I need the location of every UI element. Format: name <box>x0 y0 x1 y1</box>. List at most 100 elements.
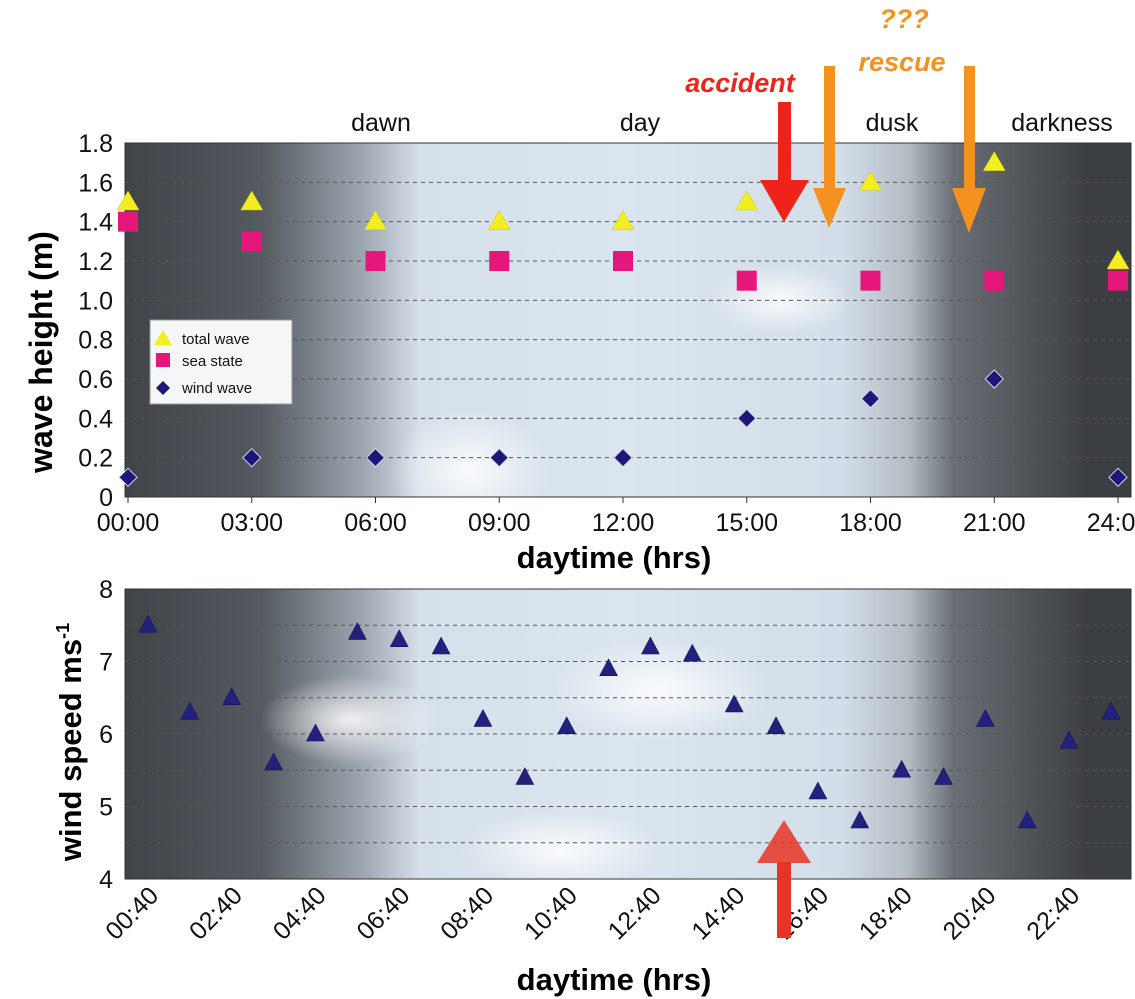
wind-speed-point <box>473 708 493 727</box>
sea-state-point <box>365 251 386 271</box>
wind-y-ticks: 4 5 6 7 8 <box>99 576 113 894</box>
phase-label-darkness: darkness <box>1011 109 1112 137</box>
wind-y-tick-label: 6 <box>99 721 113 749</box>
wave-x-tick-label: 18:00 <box>839 509 902 537</box>
legend-wind-wave-label: wind wave <box>181 380 252 397</box>
wind-speed-point <box>138 614 158 633</box>
wave-legend: total wave sea state wind wave <box>149 319 293 405</box>
rescue-arrow-1 <box>813 66 846 228</box>
wind-x-tick-label: 06:40 <box>351 881 415 945</box>
wind-y-tick-label: 5 <box>99 794 113 822</box>
sea-state-point <box>613 251 633 271</box>
wind-wave-point <box>1108 467 1128 488</box>
wave-y-tick-label: 0.8 <box>78 327 113 355</box>
wind-speed-point <box>431 636 451 655</box>
sea-state-point <box>860 270 881 291</box>
wind-y-tick-label: 8 <box>99 576 113 604</box>
wind-wave-point <box>613 447 633 468</box>
accident-time-arrow <box>757 820 811 938</box>
sea-state-point <box>1108 270 1128 291</box>
rescue-arrow-2 <box>952 66 986 233</box>
wave-y-tick-label: 1.0 <box>78 287 113 315</box>
wave-y-tick-label: 1.2 <box>78 248 113 276</box>
wind-speed-point <box>766 716 786 734</box>
wave-y-tick-label: 0 <box>99 484 113 512</box>
sea-state-point <box>489 251 510 271</box>
total-wave-point <box>240 190 264 211</box>
wind-speed-point <box>934 766 953 785</box>
wind-wave-point <box>489 447 509 468</box>
legend-total-wave-label: total wave <box>182 331 250 348</box>
wave-x-tick-label: 21:00 <box>963 509 1026 537</box>
total-wave-point <box>116 190 140 211</box>
wind-speed-point <box>975 708 995 727</box>
wave-y-axis-title: wave height (m) <box>23 231 59 474</box>
wind-speed-point <box>1101 701 1121 720</box>
wave-y-tick-label: 1.4 <box>78 209 113 237</box>
legend-wind-wave-marker <box>156 381 170 395</box>
wind-speed-point <box>306 723 325 742</box>
rescue-label: rescue <box>858 47 945 77</box>
wave-x-tick-label: 00:00 <box>97 509 160 537</box>
wind-speed-point <box>180 701 200 720</box>
wave-y-tick-label: 0.6 <box>78 366 113 394</box>
cloud <box>260 675 440 765</box>
wave-x-tick-label: 15:00 <box>715 509 778 537</box>
total-wave-point <box>982 151 1006 171</box>
wave-height-chart: 00.20.40.60.81.01.21.41.61.8 00:00 03:00 0… <box>23 4 1135 575</box>
wave-plot-frame <box>124 142 1132 498</box>
total-wave-point <box>1106 249 1130 270</box>
wind-wave-point <box>118 467 138 488</box>
wind-x-tick-label: 10:40 <box>519 881 583 945</box>
wave-x-tick-label: 06:00 <box>344 509 407 537</box>
wind-x-ticks: 00:40 02:40 04:40 06:40 08:40 10:40 12:40 14:40… <box>100 881 1085 945</box>
wave-y-tick-label: 1.6 <box>78 169 113 197</box>
cloud <box>390 410 550 530</box>
wind-x-tick-label: 08:40 <box>435 881 499 945</box>
wave-y-ticks: 0 0.2 0.4 0.6 0.8 1.0 1.2 1.4 1.6 1.8 <box>78 130 113 512</box>
wind-marks <box>138 614 1121 829</box>
wind-plot-frame <box>124 588 1132 880</box>
sea-state-point <box>736 270 757 291</box>
accident-label: accident <box>685 68 796 98</box>
wave-x-tick-label: 09:00 <box>468 509 531 537</box>
wave-x-ticks: 00:00 03:00 06:00 09:00 12:00 15:00 18:00 21:00… <box>97 497 1135 537</box>
wave-y-tick-label: 1.8 <box>78 130 113 158</box>
wind-x-tick-label: 14:40 <box>686 881 750 945</box>
wave-y-tick-label: 0.4 <box>78 405 113 433</box>
cloud <box>550 640 770 740</box>
legend-box <box>149 319 293 405</box>
wind-y-axis-title: wind speed ms-1 <box>53 623 88 862</box>
wind-y-axis-title-main: wind speed ms <box>53 639 88 862</box>
legend-total-wave-marker <box>154 330 172 345</box>
wind-speed-point <box>850 810 870 829</box>
wind-wave-point <box>737 408 757 429</box>
total-wave-point <box>611 210 635 230</box>
wind-speed-point <box>641 636 660 655</box>
wind-x-tick-label: 04:40 <box>268 881 332 945</box>
wind-wave-point <box>242 447 262 468</box>
wind-speed-point <box>557 716 577 734</box>
phase-label-dawn: dawn <box>351 109 411 137</box>
total-wave-point <box>364 210 387 230</box>
total-wave-point <box>859 170 882 191</box>
rescue-question-label: ??? <box>879 4 928 34</box>
wave-x-axis-title: daytime (hrs) <box>517 540 712 575</box>
wave-x-tick-label: 03:00 <box>220 509 283 537</box>
wind-x-tick-label: 18:40 <box>854 881 918 945</box>
wind-speed-point <box>347 621 367 640</box>
wave-marks <box>116 151 1130 488</box>
wind-speed-point <box>808 781 828 800</box>
wind-y-tick-label: 4 <box>99 866 113 894</box>
wind-x-tick-label: 02:40 <box>184 881 248 945</box>
legend-sea-state-marker <box>156 353 170 367</box>
wind-speed-point <box>892 759 912 778</box>
wind-y-tick-label: 7 <box>99 649 113 677</box>
sea-state-point <box>984 270 1005 291</box>
cloud <box>460 810 660 890</box>
wind-x-tick-label: 22:40 <box>1021 881 1085 945</box>
wind-speed-point <box>682 643 702 662</box>
wind-x-axis-title: daytime (hrs) <box>517 962 712 997</box>
wind-speed-point <box>389 629 409 647</box>
